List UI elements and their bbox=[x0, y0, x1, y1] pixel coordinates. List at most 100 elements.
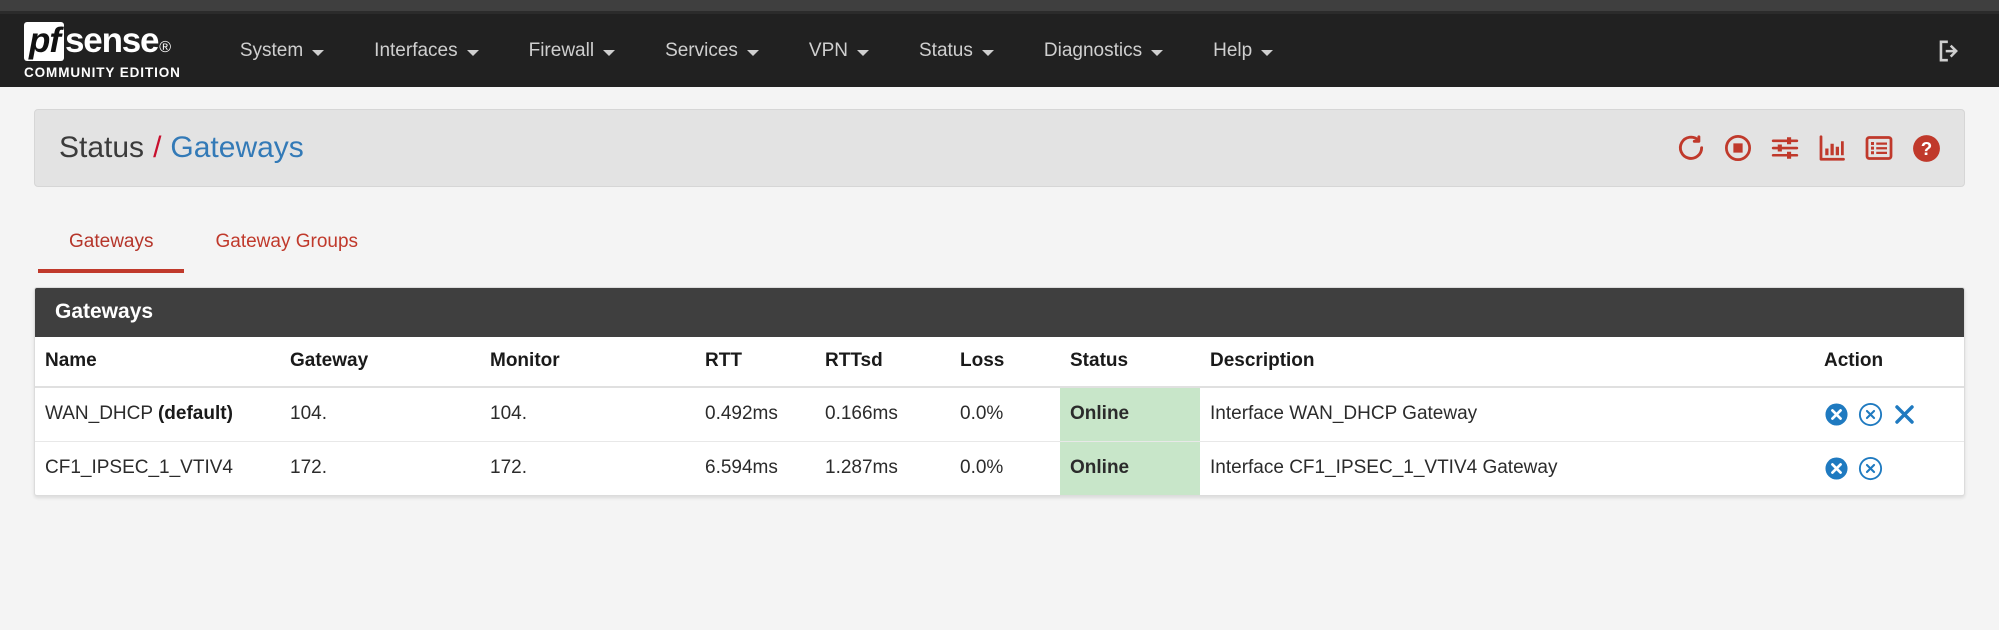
status-badge: Online bbox=[1060, 387, 1200, 442]
column-header-rtt: RTT bbox=[695, 337, 815, 388]
cell-actions bbox=[1814, 387, 1964, 442]
gateways-table: Name Gateway Monitor RTT RTTsd Loss Stat… bbox=[35, 337, 1964, 495]
gateways-table-body: WAN_DHCP (default) 104. 104. 0.492ms bbox=[35, 387, 1964, 495]
monitor-ip-text: 172. bbox=[490, 457, 527, 478]
nav-item-interfaces[interactable]: Interfaces bbox=[349, 14, 503, 87]
pfsense-logo-wordmark: pf sense ® bbox=[24, 20, 172, 61]
list-icon[interactable] bbox=[1864, 133, 1894, 163]
table-row[interactable]: CF1_IPSEC_1_VTIV4 172. 172. 6.594ms bbox=[35, 441, 1964, 496]
gateway-name: CF1_IPSEC_1_VTIV4 bbox=[45, 457, 233, 478]
gateway-ip: 104. bbox=[290, 401, 458, 427]
circle-x-outline-icon[interactable] bbox=[1858, 456, 1883, 481]
cell-loss: 0.0% bbox=[960, 457, 1004, 478]
column-header-monitor: Monitor bbox=[480, 337, 695, 388]
circle-x-filled-icon[interactable] bbox=[1824, 402, 1849, 427]
breadcrumb-parent[interactable]: Status bbox=[59, 131, 145, 164]
monitor-ip: 172. bbox=[490, 455, 658, 481]
cell-loss: 0.0% bbox=[950, 387, 1060, 442]
cell-monitor: 104. bbox=[480, 387, 695, 442]
tab-gateway-groups[interactable]: Gateway Groups bbox=[184, 231, 389, 273]
help-icon[interactable]: ? bbox=[1911, 133, 1942, 164]
tab-bar: Gateways Gateway Groups bbox=[34, 217, 1965, 273]
row-action-group bbox=[1824, 456, 1954, 481]
panel-title: Gateways bbox=[35, 288, 1964, 337]
stop-icon[interactable] bbox=[1723, 133, 1753, 163]
cell-description: Interface CF1_IPSEC_1_VTIV4 Gateway bbox=[1210, 457, 1558, 478]
sign-out-icon[interactable] bbox=[1935, 37, 1963, 65]
column-header-loss: Loss bbox=[950, 337, 1060, 388]
column-header-name: Name bbox=[35, 337, 280, 388]
chevron-down-icon bbox=[1261, 49, 1274, 56]
cell-rttsd: 1.287ms bbox=[825, 457, 898, 478]
default-gateway-tag: (default) bbox=[157, 403, 233, 424]
nav-item-services-label: Services bbox=[665, 39, 738, 61]
navbar-right-section bbox=[1935, 37, 1971, 65]
gateways-table-head: Name Gateway Monitor RTT RTTsd Loss Stat… bbox=[35, 337, 1964, 388]
monitor-ip-text: 104. bbox=[490, 403, 527, 424]
x-icon[interactable] bbox=[1892, 402, 1917, 427]
sliders-icon[interactable] bbox=[1770, 133, 1800, 163]
logo-pf-text: pf bbox=[24, 21, 65, 61]
svg-text:?: ? bbox=[1921, 138, 1932, 159]
gateway-ip-redaction bbox=[327, 455, 458, 481]
chevron-down-icon bbox=[1151, 49, 1164, 56]
table-header-row: Name Gateway Monitor RTT RTTsd Loss Stat… bbox=[35, 337, 1964, 388]
nav-item-vpn-label: VPN bbox=[808, 39, 848, 61]
chevron-down-icon bbox=[981, 49, 994, 56]
column-header-status: Status bbox=[1060, 337, 1200, 388]
chevron-down-icon bbox=[746, 49, 759, 56]
gateways-panel: Gateways Name Gateway Monitor RTT RTTsd … bbox=[34, 287, 1965, 496]
column-header-action: Action bbox=[1814, 337, 1964, 388]
monitor-ip-redaction bbox=[527, 455, 658, 481]
tab-gateways-label: Gateways bbox=[69, 231, 154, 252]
nav-item-interfaces-label: Interfaces bbox=[374, 39, 458, 61]
nav-item-vpn[interactable]: VPN bbox=[784, 14, 894, 87]
table-row[interactable]: WAN_DHCP (default) 104. 104. 0.492ms bbox=[35, 387, 1964, 442]
gateway-name: WAN_DHCP bbox=[45, 403, 153, 424]
breadcrumb-current[interactable]: Gateways bbox=[170, 131, 304, 164]
page-header-actions: ? bbox=[1676, 133, 1942, 164]
nav-item-firewall[interactable]: Firewall bbox=[504, 14, 640, 87]
column-header-rttsd: RTTsd bbox=[815, 337, 950, 388]
status-badge: Online bbox=[1060, 441, 1200, 495]
logo-registered-mark: ® bbox=[159, 38, 172, 56]
circle-x-filled-icon[interactable] bbox=[1824, 456, 1849, 481]
breadcrumb-separator: / bbox=[153, 131, 162, 164]
nav-item-diagnostics-label: Diagnostics bbox=[1043, 39, 1143, 61]
nav-item-system-label: System bbox=[239, 39, 304, 61]
breadcrumb: Status / Gateways bbox=[59, 131, 304, 165]
nav-item-help[interactable]: Help bbox=[1188, 14, 1298, 87]
page-container: Status / Gateways bbox=[0, 109, 1999, 536]
row-action-group bbox=[1824, 402, 1954, 427]
column-header-gateway: Gateway bbox=[280, 337, 480, 388]
tab-gateway-groups-label: Gateway Groups bbox=[215, 231, 359, 252]
navbar-menu: System Interfaces Firewall Services VPN … bbox=[215, 14, 1298, 87]
circle-x-outline-icon[interactable] bbox=[1858, 402, 1883, 427]
gateway-ip-redaction bbox=[327, 401, 458, 427]
cell-actions bbox=[1814, 442, 1964, 496]
pfsense-logo[interactable]: pf sense ® COMMUNITY EDITION bbox=[24, 20, 181, 80]
window-top-strip-edge bbox=[0, 11, 1999, 14]
chevron-down-icon bbox=[466, 49, 479, 56]
nav-item-services[interactable]: Services bbox=[640, 14, 784, 87]
page-bottom-spacer bbox=[34, 496, 1965, 536]
tab-gateways[interactable]: Gateways bbox=[38, 231, 185, 273]
nav-item-status[interactable]: Status bbox=[894, 14, 1019, 87]
column-header-description: Description bbox=[1200, 337, 1814, 388]
nav-item-help-label: Help bbox=[1213, 39, 1253, 61]
cell-description: Interface WAN_DHCP Gateway bbox=[1200, 387, 1814, 442]
nav-item-firewall-label: Firewall bbox=[528, 39, 595, 61]
refresh-icon[interactable] bbox=[1676, 133, 1706, 163]
cell-rttsd: 0.166ms bbox=[815, 387, 950, 442]
chevron-down-icon bbox=[603, 49, 616, 56]
main-navbar: pf sense ® COMMUNITY EDITION System Interf… bbox=[0, 14, 1999, 87]
logo-sense-text: sense bbox=[65, 20, 159, 60]
cell-name: WAN_DHCP (default) bbox=[35, 387, 280, 442]
bar-chart-icon[interactable] bbox=[1817, 133, 1847, 163]
logo-edition-label: COMMUNITY EDITION bbox=[24, 64, 181, 80]
nav-item-system[interactable]: System bbox=[215, 14, 349, 87]
nav-item-status-label: Status bbox=[919, 39, 973, 61]
monitor-ip-redaction bbox=[527, 401, 658, 427]
nav-item-diagnostics[interactable]: Diagnostics bbox=[1019, 14, 1188, 87]
window-top-strip bbox=[0, 0, 1999, 11]
